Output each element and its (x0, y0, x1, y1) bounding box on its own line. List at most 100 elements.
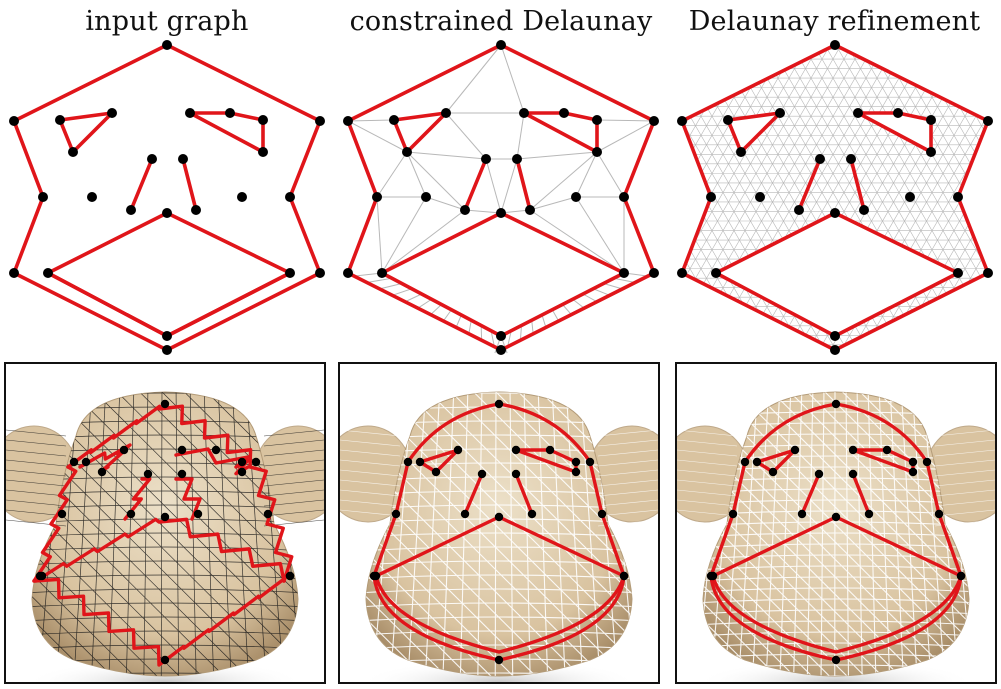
head-render-svg-3 (677, 391, 995, 682)
vertex-nr2 (191, 205, 201, 215)
vertex-re4 (926, 147, 936, 157)
jagged-mouth (34, 517, 286, 583)
right-eye-loop (522, 111, 599, 154)
vertex-nr2 (859, 205, 869, 215)
surface-vertex-re2 (882, 445, 892, 455)
vertex-ru (315, 116, 325, 126)
vertex-mr (953, 268, 963, 278)
vertex-top (830, 40, 840, 50)
head-render-input-graph (4, 362, 326, 684)
surface-vertex-ru (251, 457, 261, 467)
vertex-mb (162, 331, 172, 341)
vertex-lm (706, 192, 716, 202)
head-surface (31, 391, 299, 677)
surface-vertex-mb (831, 655, 841, 665)
surface-vertex-mc (831, 512, 841, 522)
surface-vertex-lm (391, 509, 401, 519)
surface-vertex-nl1 (814, 469, 824, 479)
vertex-dr (905, 192, 915, 202)
vertex-nl2 (126, 205, 136, 215)
jagged-right-nose (174, 477, 202, 521)
surface-vertex-nl1 (143, 469, 153, 479)
surface-vertex-nr2 (864, 509, 874, 519)
jagged-left-nose (123, 477, 152, 521)
surface-vertex-nr1 (511, 469, 521, 479)
vertex-re2 (559, 108, 569, 118)
left-eye (755, 448, 797, 474)
right-eye-loop (188, 111, 265, 154)
left-nose (463, 472, 484, 516)
vertex-re1 (853, 108, 863, 118)
mouth-loop (46, 211, 292, 338)
vertex-dr (571, 192, 581, 202)
surface-vertex-ru (585, 457, 595, 467)
head-render-constrained (338, 362, 660, 684)
surface-vertex-lu (69, 457, 79, 467)
vertex-le3 (736, 147, 746, 157)
vertex-nl1 (147, 154, 157, 164)
title-constrained-delaunay: constrained Delaunay (349, 6, 653, 37)
vertex-dl (421, 192, 431, 202)
surface-vertex-le3 (97, 467, 107, 477)
left-nose-edge (129, 157, 154, 212)
vertex-ll (9, 268, 19, 278)
vertex-lu (677, 116, 687, 126)
surface-vertex-le1 (415, 457, 425, 467)
vertex-re3 (592, 115, 602, 125)
vertex-bb (830, 345, 840, 355)
vertex-ml (711, 268, 721, 278)
input-graph-svg (9, 40, 325, 355)
vertex-re1 (519, 108, 529, 118)
vertex-le2 (107, 108, 117, 118)
vertex-le3 (402, 147, 412, 157)
surface-vertex-mr (285, 571, 295, 581)
surface-vertex-nl2 (797, 509, 807, 519)
vertex-rm (619, 192, 629, 202)
left-eye-loop (726, 111, 782, 154)
mouth-loop (380, 211, 626, 338)
vertex-lu (9, 116, 19, 126)
vertex-nr1 (178, 154, 188, 164)
right-nose-edge (515, 157, 532, 212)
vertex-rl (315, 268, 325, 278)
vertex-le2 (775, 108, 785, 118)
vertex-ll (677, 268, 687, 278)
surface-vertex-le1 (752, 457, 762, 467)
surface-vertices (706, 399, 966, 665)
vertex-nl1 (481, 154, 491, 164)
surface-vertex-lu (403, 457, 413, 467)
surface-vertex-nl2 (126, 509, 136, 519)
surface-vertex-ml (37, 571, 47, 581)
vertex-ru (983, 116, 993, 126)
surface-vertex-re3 (571, 457, 581, 467)
surface-vertex-top (160, 399, 170, 409)
vertex-rm (953, 192, 963, 202)
vertex-top (162, 40, 172, 50)
surface-vertex-re1 (177, 445, 187, 455)
delaunay-refinement-svg (677, 40, 993, 355)
vertex-dr (237, 192, 247, 202)
left-nose-edge (463, 157, 488, 212)
mouth-curve (374, 515, 626, 654)
vertex-re4 (592, 147, 602, 157)
ear-mesh (340, 429, 658, 527)
vertex-bb (162, 345, 172, 355)
surface-vertex-mr (619, 571, 629, 581)
vertex-nr1 (846, 154, 856, 164)
jagged-top (66, 404, 253, 469)
surface-vertex-le2 (119, 445, 129, 455)
surface-vertex-re2 (545, 445, 555, 455)
title-input-graph: input graph (85, 6, 249, 37)
vertex-re3 (926, 115, 936, 125)
vertex-nr1 (512, 154, 522, 164)
surface-vertex-re4 (908, 467, 918, 477)
vertex-re2 (225, 108, 235, 118)
graph-vertices (9, 40, 325, 355)
triangulation-edges (347, 44, 655, 354)
ear-mesh (677, 429, 995, 527)
vertex-dl (87, 192, 97, 202)
vertex-top (496, 40, 506, 50)
surface-vertex-rm (597, 509, 607, 519)
outer-boundary (12, 43, 322, 352)
vertex-le2 (441, 108, 451, 118)
